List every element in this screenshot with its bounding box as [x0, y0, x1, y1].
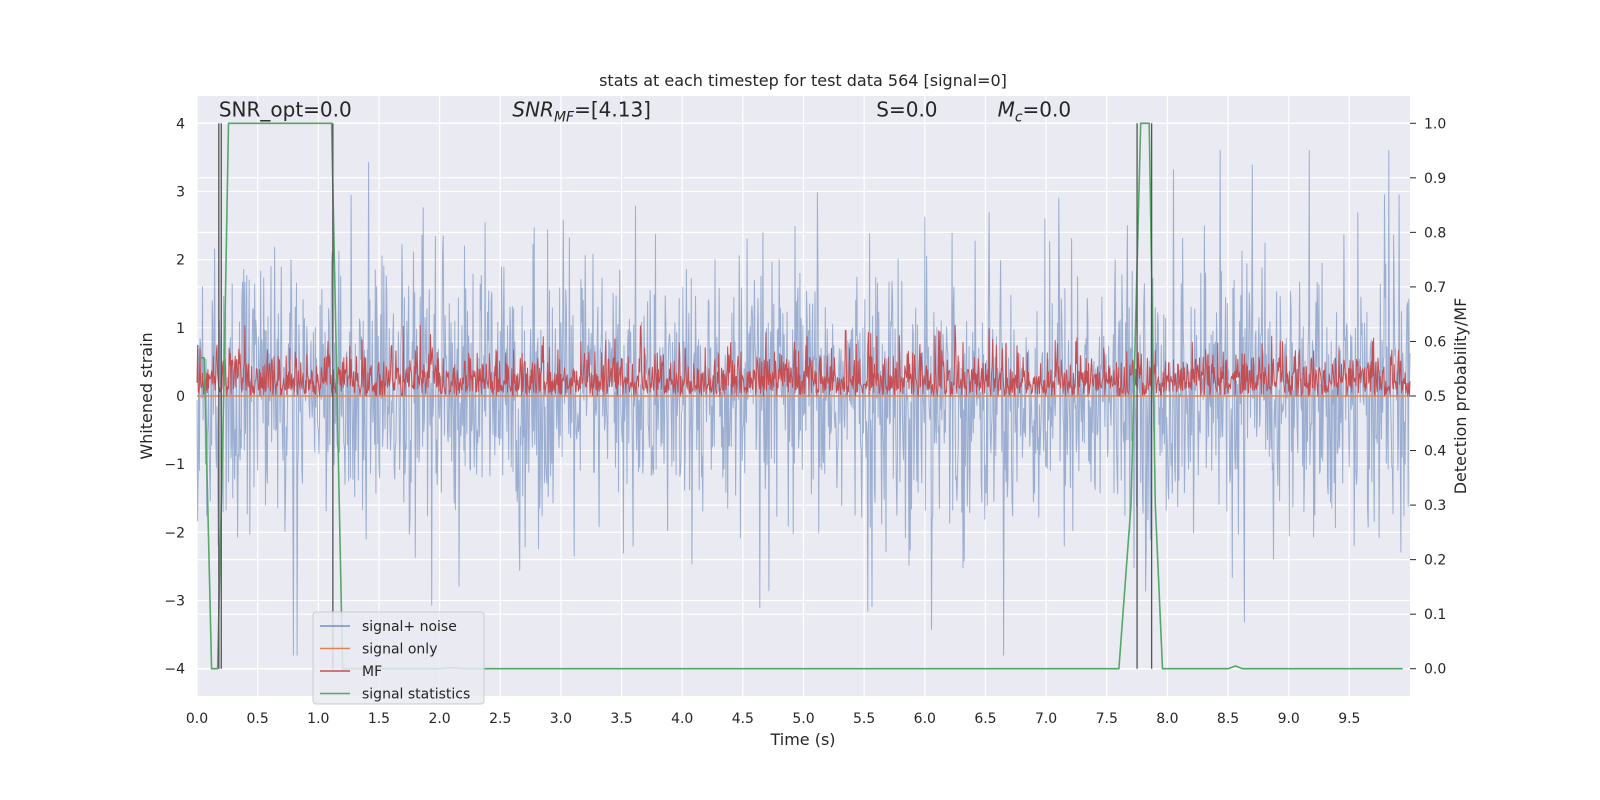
x-tick-label: 9.0 [1278, 711, 1300, 727]
x-tick-label: 4.0 [671, 711, 693, 727]
y-tick-label-right: 0.6 [1424, 334, 1446, 350]
y-tick-label-right: 0.1 [1424, 607, 1446, 623]
legend-label: MF [362, 664, 382, 680]
ticks-layer: 0.0 0.5 1.0 1.5 2.0 2.5 3.0 3.5 4.0 4.5 5.0 5.5 6.0 6… [164, 116, 1446, 727]
legend: signal+ noise signal only MF signal statist… [312, 611, 485, 705]
series-line-mf [196, 324, 1411, 397]
annotation-layer: SNR_opt=0.0 SNRMF=[4.13] S=0.0 Mc=0.0 [219, 97, 1071, 125]
series-line-signal-noise [196, 150, 1411, 656]
y-axis-label-right: Detection probability/MF [1451, 298, 1470, 495]
x-tick-label: 3.0 [550, 711, 572, 727]
x-tick-label: 8.5 [1217, 711, 1239, 727]
x-tick-label: 5.5 [853, 711, 875, 727]
x-tick-label: 1.5 [368, 711, 390, 727]
y-tick-label-left: −3 [164, 594, 185, 610]
y-tick-label-right: 0.7 [1424, 280, 1446, 296]
x-axis-label: Time (s) [769, 730, 835, 749]
legend-box [312, 611, 485, 705]
x-tick-label: 2.5 [489, 711, 511, 727]
y-tick-label-left: 3 [176, 184, 185, 200]
x-tick-label: 1.0 [307, 711, 329, 727]
y-tick-label-right: 0.4 [1424, 444, 1446, 460]
x-tick-label: 0.5 [247, 711, 269, 727]
x-tick-label: 8.0 [1156, 711, 1178, 727]
y-tick-label-left: −2 [164, 525, 185, 541]
annotation-mc: Mc=0.0 [998, 97, 1072, 125]
y-tick-label-left: 1 [176, 321, 185, 337]
y-tick-label-right: 0.9 [1424, 171, 1446, 187]
x-tick-label: 0.0 [186, 711, 208, 727]
vertical-lines-layer [218, 123, 1153, 669]
annotation-snr-opt: SNR_opt=0.0 [219, 97, 352, 121]
x-tick-label: 6.0 [914, 711, 936, 727]
y-tick-label-left: 0 [176, 389, 185, 405]
x-tick-label: 7.5 [1096, 711, 1118, 727]
x-tick-label: 9.5 [1338, 711, 1360, 727]
chart-title: stats at each timestep for test data 564… [599, 71, 1007, 90]
legend-label: signal only [362, 642, 437, 658]
y-tick-label-right: 0.2 [1424, 553, 1446, 569]
y-tick-label-left: −1 [164, 457, 185, 473]
x-tick-label: 7.0 [1035, 711, 1057, 727]
y-tick-label-right: 0.3 [1424, 498, 1446, 514]
annotation-s: S=0.0 [876, 97, 937, 121]
y-tick-label-right: 0.8 [1424, 225, 1446, 241]
y-tick-label-right: 0.5 [1424, 389, 1446, 405]
x-tick-label: 4.5 [732, 711, 754, 727]
y-tick-label-left: −4 [164, 662, 185, 678]
y-tick-label-right: 1.0 [1424, 116, 1446, 132]
x-tick-label: 3.5 [610, 711, 632, 727]
y-tick-label-left: 2 [176, 253, 185, 269]
y-tick-label-right: 0.0 [1424, 662, 1446, 678]
y-axis-label-left: Whitened strain [137, 332, 156, 459]
annotation-snr-mf: SNRMF=[4.13] [512, 97, 651, 125]
x-tick-label: 6.5 [974, 711, 996, 727]
x-tick-label: 2.0 [428, 711, 450, 727]
legend-label: signal statistics [362, 687, 470, 703]
y-tick-label-left: 4 [176, 116, 185, 132]
legend-label: signal+ noise [362, 619, 457, 635]
x-tick-label: 5.0 [792, 711, 814, 727]
